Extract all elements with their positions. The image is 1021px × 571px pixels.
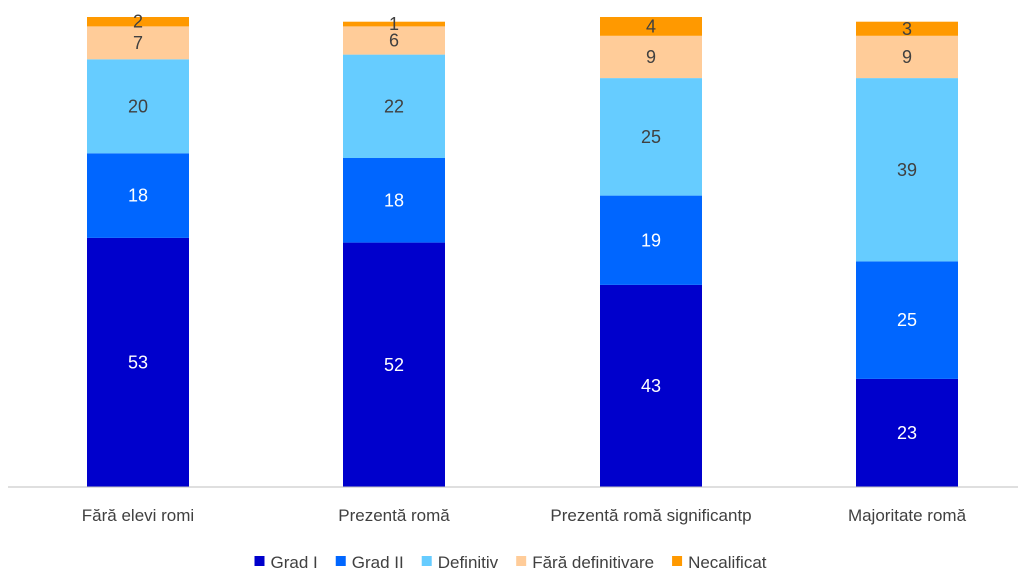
data-label-majoritate-roma-grad-ii: 25 [897, 310, 917, 330]
category-labels: Fără elevi romi Prezentă romă Prezentă rom… [82, 506, 967, 525]
data-label-fara-elevi-romi-fara-definitivare: 7 [133, 33, 143, 53]
bar-fara-elevi-romi-grad-ii [87, 153, 189, 238]
data-label-prezenta-roma-significantp-grad-ii: 19 [641, 230, 661, 250]
data-label-prezenta-roma-fara-definitivare: 6 [389, 31, 399, 51]
bar-prezenta-roma-significantp-grad-i [600, 284, 702, 487]
data-label-prezenta-roma-grad-ii: 18 [384, 190, 404, 210]
bar-prezenta-roma-significantp-grad-ii [600, 195, 702, 285]
bar-prezenta-roma-fara-definitivare [343, 26, 445, 55]
data-label-fara-elevi-romi-necalificat: 2 [133, 12, 143, 32]
bar-majoritate-roma-definitiv [856, 78, 958, 262]
legend-swatch-necalificat [672, 556, 683, 566]
bar-prezenta-roma-necalificat [343, 21, 445, 27]
data-label-prezenta-roma-significantp-definitiv: 25 [641, 127, 661, 147]
legend-label-grad-ii: Grad II [352, 553, 404, 571]
bar-prezenta-roma-significantp-fara-definitivare [600, 35, 702, 79]
bar-majoritate-roma-necalificat [856, 21, 958, 36]
category-label-fara-elevi-romi: Fără elevi romi [82, 506, 194, 525]
bar-fara-elevi-romi-necalificat [87, 17, 189, 27]
data-label-majoritate-roma-grad-i: 23 [897, 423, 917, 443]
category-label-majoritate-roma: Majoritate romă [848, 506, 967, 525]
legend-swatch-grad-i [254, 556, 265, 566]
bar-prezenta-roma-significantp-necalificat [600, 17, 702, 36]
data-label-majoritate-roma-necalificat: 3 [902, 19, 912, 39]
bar-fara-elevi-romi-definitiv [87, 59, 189, 154]
data-label-fara-elevi-romi-grad-ii: 18 [128, 186, 148, 206]
bar-majoritate-roma-grad-ii [856, 261, 958, 379]
bar-prezenta-roma-grad-ii [343, 158, 445, 243]
data-label-majoritate-roma-definitiv: 39 [897, 160, 917, 180]
bar-fara-elevi-romi-grad-i [87, 237, 189, 487]
data-label-prezenta-roma-grad-i: 52 [384, 355, 404, 375]
legend-label-fara-definitivare: Fără definitivare [532, 553, 654, 571]
category-label-prezenta-roma-significantp: Prezentă romă significantp [550, 506, 751, 525]
data-label-fara-elevi-romi-grad-i: 53 [128, 352, 148, 372]
data-label-fara-elevi-romi-definitiv: 20 [128, 96, 148, 116]
data-label-prezenta-roma-significantp-grad-i: 43 [641, 376, 661, 396]
legend-label-definitiv: Definitiv [438, 553, 499, 571]
legend-swatch-grad-ii [335, 556, 346, 566]
bar-fara-elevi-romi-fara-definitivare [87, 26, 189, 60]
legend-swatch-definitiv [421, 556, 432, 566]
legend: Grad I Grad II Definitiv Fără definitivare N… [254, 553, 767, 571]
category-label-prezenta-roma: Prezentă romă [338, 506, 450, 525]
bar-prezenta-roma-definitiv [343, 54, 445, 158]
data-label-prezenta-roma-definitiv: 22 [384, 96, 404, 116]
data-label-prezenta-roma-necalificat: 1 [389, 14, 399, 34]
bar-prezenta-roma-grad-i [343, 242, 445, 487]
legend-swatch-fara-definitivare [516, 556, 527, 566]
bars-group: 53 18 20 72 52 18 22 61 43 19 25 9 4 23 25 39 9 3 [87, 12, 958, 487]
data-label-majoritate-roma-fara-definitivare: 9 [902, 47, 912, 67]
bar-majoritate-roma-grad-i [856, 378, 958, 487]
bar-majoritate-roma-fara-definitivare [856, 35, 958, 79]
bar-prezenta-roma-significantp-definitiv [600, 78, 702, 196]
data-label-prezenta-roma-significantp-fara-definitivare: 9 [646, 47, 656, 67]
legend-label-grad-i: Grad I [271, 553, 318, 571]
legend-label-necalificat: Necalificat [688, 553, 767, 571]
data-label-prezenta-roma-significantp-necalificat: 4 [646, 16, 656, 36]
